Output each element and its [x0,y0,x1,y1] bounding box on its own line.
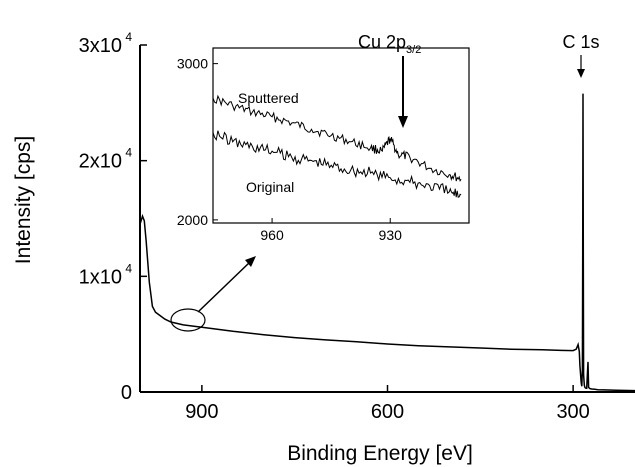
cu2p-label: Cu 2p3/2 [358,32,421,56]
c1s-annotation: C 1s [562,32,600,78]
main-x-axis-label: Binding Energy [eV] [287,442,473,465]
main-y-tick-label: 3x10 [79,35,122,57]
main-x-tick-label: 600 [371,401,404,423]
inset-plot: 960 930 2000 3000 Sputtered Original [177,47,470,243]
zoom-arrowhead [245,256,256,267]
original-label: Original [246,179,294,195]
c1s-label: C 1s [562,32,599,52]
sputtered-label: Sputtered [238,90,299,106]
cu2p-annotation: Cu 2p3/2 [358,32,421,128]
main-y-tick-exponent: 4 [125,146,132,160]
c1s-arrowhead [577,69,585,78]
zoom-circle [170,308,206,332]
main-x-ticks: 900 600 300 [185,385,590,423]
original-series-line [212,130,462,198]
inset-x-tick-label: 960 [260,227,284,243]
inset-y-tick-label: 2000 [177,212,208,228]
main-x-tick-label: 300 [556,401,589,423]
survey-spectrum-line [139,93,635,392]
main-y-tick-exponent: 4 [125,30,132,44]
main-y-tick-label: 1x10 [79,266,122,288]
inset-y-tick-label: 3000 [177,56,208,72]
inset-y-ticks: 2000 3000 [177,56,218,228]
cu2p-arrowhead [398,116,408,128]
main-y-axis-label: Intensity [cps] [12,136,35,264]
main-y-tick-label: 2x10 [79,151,122,173]
zoom-arrow [197,261,251,313]
inset-x-tick-label: 930 [379,227,403,243]
zoom-region-marker [170,256,256,332]
main-y-tick-exponent: 4 [125,261,132,275]
inset-x-ticks: 960 930 [260,218,402,243]
sputtered-series-line [212,94,462,182]
inset-frame [212,47,470,224]
main-x-tick-label: 900 [185,401,218,423]
main-y-tick-label: 0 [121,382,132,404]
